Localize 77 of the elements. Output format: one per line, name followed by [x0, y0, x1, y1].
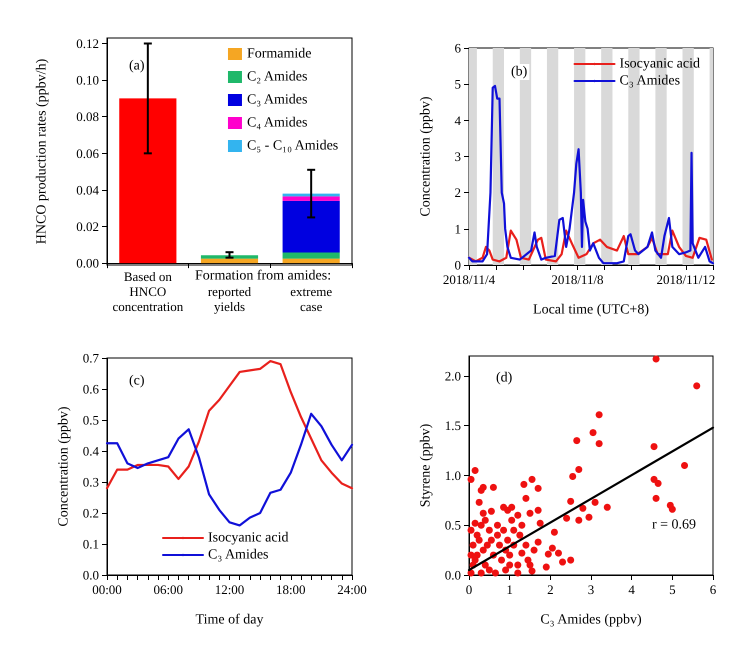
y-tick-label: 1 [454, 221, 461, 236]
x-tick-label: 12:00 [214, 582, 244, 597]
y-tick-label: 6 [454, 40, 462, 56]
x-tick-label: 00:00 [92, 582, 122, 597]
legend-label: C₄ Amides [246, 116, 308, 130]
x-tick-label: 2018/11/12 [656, 272, 716, 287]
x-tick-label: 2018/11/4 [442, 272, 496, 287]
y-tick-label: 0 [454, 258, 461, 272]
x-tick-label: reported yields [208, 284, 252, 314]
legend-label: C₃ Amides [246, 92, 308, 108]
bar [282, 258, 340, 264]
y-tick-label: 2.0 [444, 368, 461, 384]
bar [282, 252, 340, 259]
x-tick-label: 4 [628, 582, 636, 597]
x-tick-label: 0 [466, 582, 472, 597]
y-tick-label: 0.10 [76, 72, 99, 88]
y-tick-label: 0.0 [82, 568, 99, 582]
x-tick-label: 06:00 [153, 582, 184, 597]
bar [282, 196, 340, 201]
y-tick-label: 2 [454, 185, 461, 200]
y-tick-label: 0.2 [82, 506, 99, 520]
y-tick-label: 1.0 [444, 468, 461, 483]
bar [282, 200, 340, 253]
x-tick-label: Based on HNCO concentration [112, 269, 184, 314]
y-tick-label: 5 [454, 76, 461, 92]
x-tick-label: 18:00 [276, 582, 306, 597]
y-tick-label: 0.5 [444, 518, 461, 533]
y-tick-label: 0.0 [444, 568, 461, 582]
legend-label: C₂ Amides [246, 70, 308, 84]
x-tick-label: 2018/11/8 [551, 272, 604, 287]
x-tick-label: 6 [710, 582, 717, 597]
y-axis-title: HNCO production rates (ppbv/h) [34, 58, 50, 244]
y-tick-label: 0.7 [82, 350, 100, 366]
legend-label: Isocyanic acid [620, 56, 700, 72]
legend-label: C₅ - C₁₀ Amides [246, 138, 338, 154]
y-axis-title: Concentration (ppbv) [418, 96, 434, 217]
y-tick-label: 1.5 [444, 418, 461, 434]
line-series [106, 360, 354, 490]
legend-label: Formamide [246, 46, 312, 62]
annotation: (b) [511, 64, 528, 80]
text: Formation from amides: [195, 268, 332, 284]
y-tick-label: 0.3 [82, 474, 99, 490]
annotation: (d) [496, 370, 513, 386]
y-tick-label: 0.04 [76, 182, 100, 198]
x-tick-label: 2 [547, 582, 554, 597]
y-tick-label: 4 [454, 112, 462, 128]
annotation: r = 0.69 [652, 518, 696, 532]
y-tick-label: 0.06 [76, 146, 100, 161]
annotation: (a) [129, 58, 145, 74]
bar [200, 258, 258, 264]
bar [119, 98, 176, 264]
legend-label: C₃ Amides [208, 548, 268, 562]
y-tick-label: 0.02 [76, 219, 99, 234]
legend-label: C₃ Amides [620, 74, 680, 88]
x-axis-title: C₃ Amides (ppbv) [540, 612, 642, 628]
line-series [106, 412, 354, 526]
y-tick-label: 0.4 [82, 444, 100, 458]
legend-label: Isocyanic acid [208, 530, 288, 546]
x-tick-label: 24:00 [337, 582, 367, 597]
x-tick-label: 1 [506, 582, 513, 597]
bar [282, 194, 340, 196]
y-tick-label: 0.12 [76, 36, 99, 51]
y-tick-label: 0.6 [82, 382, 100, 396]
y-axis-title: Styrene (ppbv) [418, 423, 434, 508]
y-axis-title: Concentration (ppbv) [56, 406, 72, 527]
y-tick-label: 0.00 [76, 256, 99, 271]
x-axis-title: Local time (UTC+8) [533, 302, 650, 318]
y-tick-label: 0.5 [82, 412, 99, 428]
annotation: (c) [129, 374, 145, 388]
x-tick-label: extreme case [290, 284, 332, 314]
x-tick-label: 3 [588, 582, 594, 597]
y-tick-label: 0.1 [82, 536, 99, 552]
y-tick-label: 0.08 [76, 109, 99, 124]
y-tick-label: 3 [454, 149, 461, 164]
line-series [468, 230, 713, 262]
x-tick-label: 5 [669, 582, 676, 597]
x-axis-title: Time of day [196, 612, 264, 628]
